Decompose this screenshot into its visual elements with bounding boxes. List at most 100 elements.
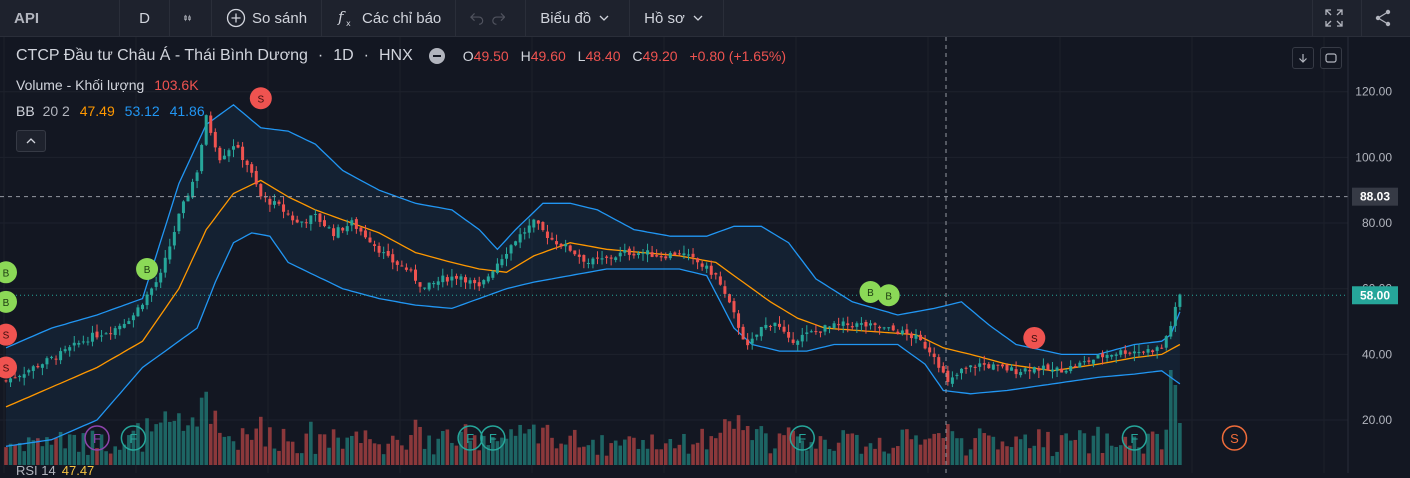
volume-bar (1046, 431, 1050, 465)
candle-body (805, 332, 809, 334)
volume-bar (636, 448, 641, 465)
volume-bar (1114, 446, 1118, 465)
volume-bar (1128, 445, 1132, 465)
volume-bar (140, 451, 145, 465)
event-marker (789, 425, 815, 451)
pane-maximize-button[interactable] (1320, 47, 1342, 69)
legend-interval: 1D (333, 47, 354, 64)
candle-body (1055, 367, 1059, 371)
candle-body (646, 250, 650, 255)
volume-bar (845, 433, 850, 465)
candle-body (232, 146, 235, 150)
interval-button[interactable]: D (120, 0, 170, 36)
volume-bar (1041, 447, 1046, 465)
volume-bar (377, 444, 381, 465)
candle-body (509, 245, 513, 254)
fullscreen-button[interactable] (1312, 0, 1361, 36)
volume-bar (340, 448, 345, 465)
volume-bar (654, 449, 659, 465)
last-price-label: 58.00 (1360, 288, 1390, 302)
bollinger-legend: BB 20 2 47.49 53.12 41.86 (16, 103, 205, 119)
volume-bar (832, 450, 836, 465)
candle-body (81, 341, 85, 343)
volume-bar (472, 435, 477, 465)
candle-body (1128, 352, 1132, 354)
volume-bar (1141, 453, 1146, 465)
signal-label: S (3, 364, 10, 375)
volume-bar (782, 435, 786, 465)
volume-bar (959, 438, 964, 465)
chart-type-dropdown[interactable]: Biểu đồ (526, 0, 631, 36)
candle-body (960, 368, 963, 374)
candle-body (887, 327, 891, 329)
candle-body (1137, 352, 1141, 354)
volume-bar (977, 428, 982, 465)
candle-body (527, 225, 531, 233)
volume-bar (77, 451, 81, 465)
volume-bar (309, 421, 313, 465)
volume-bar (823, 439, 827, 465)
event-marker (1121, 425, 1148, 451)
compare-button[interactable]: So sánh (212, 0, 323, 36)
candle-body (122, 323, 126, 328)
svg-text:f: f (337, 8, 346, 26)
bb-mid-value: 47.49 (79, 103, 115, 119)
price-tick-label: 20.00 (1362, 413, 1392, 427)
candle-body (741, 326, 745, 340)
buy-signal-marker (0, 261, 17, 284)
volume-bar (245, 434, 249, 465)
collapse-legend-button[interactable] (16, 130, 46, 152)
volume-bar (336, 437, 340, 465)
candle-body (618, 252, 622, 257)
volume-bar (609, 443, 613, 465)
volume-bar (714, 438, 718, 465)
volume-bar (386, 443, 390, 465)
candle-body (837, 324, 841, 326)
pane-move-down-button[interactable] (1292, 47, 1314, 69)
volume-bar (49, 444, 54, 465)
candle-body (236, 144, 240, 148)
candle-body (18, 375, 22, 378)
volume-bar (896, 446, 900, 465)
volume-bar (131, 430, 136, 465)
candle-body (464, 277, 468, 283)
volume-bar (836, 442, 841, 465)
candle-body (131, 315, 135, 321)
redo-icon[interactable] (491, 11, 506, 25)
signal-label: S (257, 94, 264, 105)
candle-body (782, 326, 786, 332)
volume-bar (741, 430, 745, 465)
hide-legend-button[interactable] (428, 48, 445, 64)
candle-body (773, 322, 777, 327)
fullscreen-icon (1325, 9, 1343, 27)
candle-body (163, 257, 167, 273)
undo-icon[interactable] (470, 11, 485, 25)
candle-body (259, 184, 263, 197)
profile-dropdown[interactable]: Hồ sơ (630, 0, 724, 36)
candle-body (423, 287, 427, 289)
volume-bar (732, 428, 736, 465)
symbol-search[interactable]: API (0, 0, 120, 36)
volume-bar (477, 450, 481, 465)
candle-body (709, 265, 713, 275)
volume-bar (641, 439, 645, 465)
volume-bar (923, 439, 927, 465)
volume-bar (527, 429, 532, 465)
volume-bar (918, 444, 923, 465)
candle-body (136, 307, 140, 317)
volume-bar (868, 443, 873, 465)
candle-body (941, 366, 945, 373)
candle-style-button[interactable] (170, 0, 212, 36)
share-button[interactable] (1361, 0, 1410, 36)
candle-body (209, 115, 213, 133)
candle-body (891, 325, 895, 331)
volume-bar (536, 443, 541, 465)
candle-body (596, 257, 599, 259)
candle-body (1037, 368, 1041, 371)
candle-body (245, 160, 249, 165)
volume-bar (36, 438, 40, 465)
candle-body (191, 181, 195, 198)
